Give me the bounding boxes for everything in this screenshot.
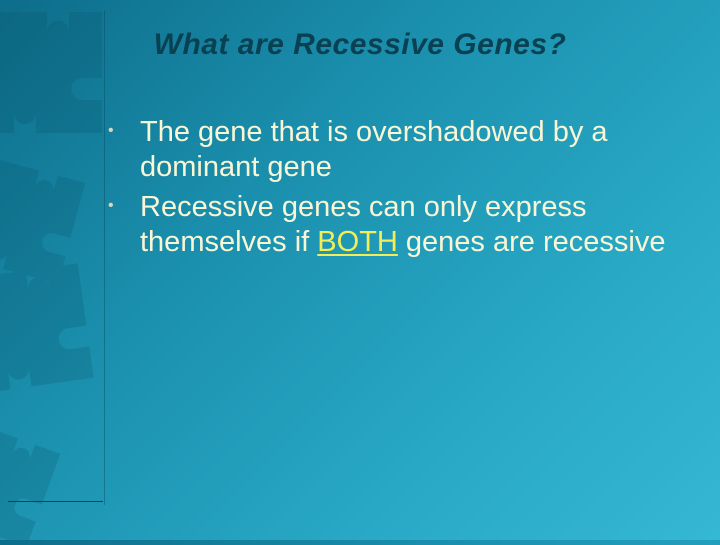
horizontal-rule: [8, 501, 103, 502]
title-prefix: What are: [154, 28, 294, 61]
bullet-text: The gene that is overshadowed by a domin…: [140, 116, 608, 183]
slide-title: What are Recessive Genes?: [0, 28, 720, 62]
bullet-highlight: BOTH: [317, 226, 398, 258]
title-emphasis: Recessive Genes: [293, 28, 547, 61]
bullet-list: The gene that is overshadowed by a domin…: [100, 115, 690, 261]
list-item: Recessive genes can only express themsel…: [100, 190, 690, 261]
bullet-text: genes are recessive: [398, 226, 666, 258]
slide-body: The gene that is overshadowed by a domin…: [100, 115, 690, 265]
puzzle-background: [0, 0, 720, 540]
title-suffix: ?: [548, 28, 567, 61]
list-item: The gene that is overshadowed by a domin…: [100, 115, 690, 186]
